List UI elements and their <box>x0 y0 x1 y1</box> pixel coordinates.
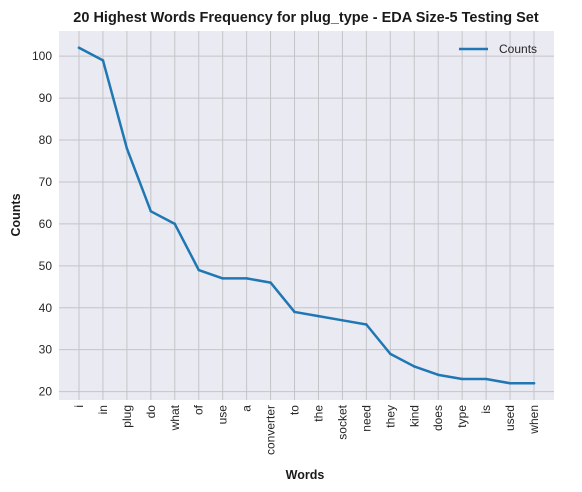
x-tick-label: is <box>479 405 493 414</box>
data-point <box>269 281 272 284</box>
data-point <box>460 377 464 381</box>
x-tick-label: type <box>455 405 469 428</box>
y-axis-label: Counts <box>9 193 23 236</box>
y-tick-label: 60 <box>39 217 53 231</box>
data-point <box>173 222 177 226</box>
x-tick-label: they <box>383 405 397 428</box>
y-tick-label: 30 <box>39 343 53 357</box>
data-point <box>484 377 488 381</box>
legend: Counts <box>459 42 537 56</box>
y-tick-label: 80 <box>39 133 53 147</box>
data-point <box>532 381 536 385</box>
y-tick-label: 90 <box>39 91 53 105</box>
x-axis-label: Words <box>286 468 325 482</box>
x-tick-label: socket <box>335 404 349 439</box>
y-tick-label: 20 <box>39 385 53 399</box>
series-layer <box>77 46 536 385</box>
chart-title: 20 Highest Words Frequency for plug_type… <box>73 10 539 26</box>
data-point <box>436 373 440 377</box>
data-point <box>101 59 105 62</box>
y-axis-ticks: 20 30 40 50 60 70 80 90 100 <box>32 49 52 398</box>
plot-area <box>59 31 554 400</box>
x-tick-label: a <box>240 405 254 412</box>
x-axis-ticks: i in plug do what of use a converter to the socket n… <box>72 404 541 455</box>
data-point <box>149 210 153 213</box>
x-tick-label: kind <box>407 405 421 427</box>
x-tick-label: use <box>216 405 230 425</box>
x-tick-label: the <box>311 405 325 422</box>
data-point <box>341 319 344 322</box>
data-point <box>221 277 224 280</box>
x-tick-label: what <box>168 404 182 431</box>
data-point <box>317 314 320 318</box>
x-tick-label: does <box>431 405 445 431</box>
data-point <box>77 46 81 50</box>
x-tick-label: when <box>527 405 541 435</box>
data-point <box>365 323 368 326</box>
y-tick-label: 100 <box>32 49 52 63</box>
data-point <box>293 310 296 314</box>
x-tick-label: in <box>96 405 110 414</box>
series-line-counts <box>77 46 536 385</box>
y-tick-label: 40 <box>39 301 53 315</box>
y-tick-label: 50 <box>39 259 53 273</box>
x-tick-label: converter <box>264 405 278 455</box>
data-point <box>125 147 129 150</box>
data-point <box>197 268 200 272</box>
data-point <box>508 381 512 385</box>
data-point <box>245 277 248 280</box>
legend-label-counts: Counts <box>499 42 537 56</box>
x-tick-label: do <box>144 405 158 419</box>
y-tick-label: 70 <box>39 175 53 189</box>
x-tick-label: to <box>288 405 302 415</box>
grid-lines <box>59 31 554 400</box>
x-tick-label: used <box>503 405 517 431</box>
data-point <box>389 352 392 356</box>
x-tick-label: plug <box>120 405 134 428</box>
data-point <box>413 365 416 368</box>
x-tick-label: i <box>72 405 86 408</box>
x-tick-label: need <box>359 405 373 432</box>
x-tick-label: of <box>192 404 206 415</box>
